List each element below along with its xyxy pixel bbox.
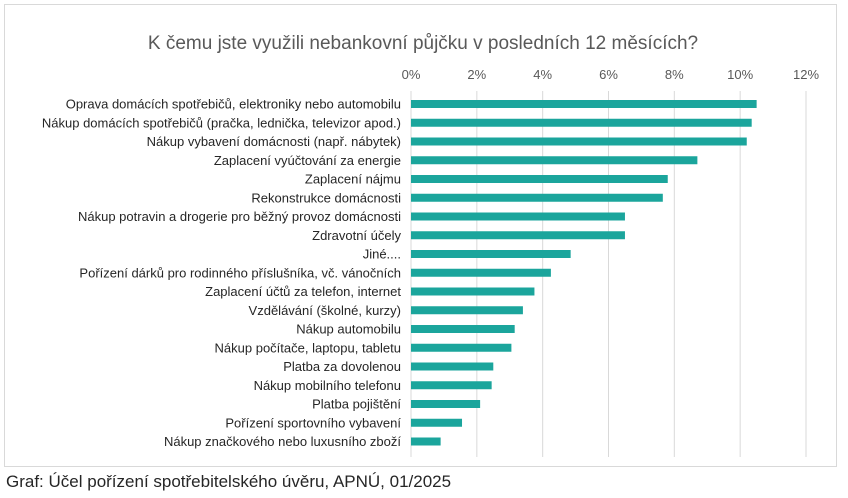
bar [411, 400, 481, 408]
category-label: Zdravotní účely [312, 228, 401, 243]
x-tick-label: 4% [533, 67, 552, 82]
bar [411, 418, 463, 427]
category-label: Vzdělávání (školné, kurzy) [249, 303, 401, 318]
bar [411, 325, 515, 333]
category-label: Nákup značkového nebo luxusního zboží [164, 434, 401, 449]
bar [411, 212, 625, 221]
figure-caption: Graf: Účel pořízení spotřebitelského úvě… [6, 472, 452, 491]
category-label: Zaplacení vyúčtování za energie [214, 153, 401, 168]
bar-chart: K čemu jste využili nebankovní půjčku v … [42, 33, 819, 457]
bar [411, 362, 494, 371]
x-tick-label: 12% [793, 67, 819, 82]
bar [411, 250, 571, 258]
category-label: Platba za dovolenou [283, 359, 401, 374]
bar [411, 268, 551, 277]
category-label: Pořízení dárků pro rodinného příslušníka… [79, 265, 401, 280]
category-label: Zaplacení nájmu [305, 172, 401, 187]
chart-frame: K čemu jste využili nebankovní půjčku v … [4, 4, 837, 467]
category-label: Nákup domácích spotřebičů (pračka, ledni… [42, 115, 401, 130]
category-label: Zaplacení účtů za telefon, internet [205, 284, 401, 299]
chart-title: K čemu jste využili nebankovní půjčku v … [148, 33, 698, 54]
bar [411, 381, 492, 390]
x-tick-label: 8% [665, 67, 684, 82]
category-label: Nákup potravin a drogerie pro běžný prov… [78, 209, 401, 224]
bar [411, 175, 668, 183]
x-tick-label: 0% [402, 67, 421, 82]
bar [411, 231, 625, 240]
bar [411, 287, 535, 296]
bar [411, 118, 752, 127]
category-label: Nákup vybavení domácnosti (např. nábytek… [147, 134, 401, 149]
category-label: Platba pojištění [312, 397, 401, 412]
bar [411, 343, 512, 352]
category-label: Jiné.... [363, 247, 401, 262]
category-label: Pořízení sportovního vybavení [225, 415, 401, 430]
category-label: Oprava domácích spotřebičů, elektroniky … [66, 97, 401, 112]
bar [411, 306, 523, 315]
category-label: Nákup počítače, laptopu, tabletu [215, 340, 401, 355]
x-tick-label: 6% [599, 67, 618, 82]
bar [411, 100, 757, 108]
category-label: Nákup automobilu [296, 322, 401, 337]
bar [411, 137, 747, 146]
category-label: Rekonstrukce domácnosti [251, 190, 401, 205]
x-tick-label: 2% [467, 67, 486, 82]
bar [411, 437, 441, 446]
category-label: Nákup mobilního telefonu [254, 378, 401, 393]
bar [411, 193, 663, 202]
bar [411, 156, 698, 165]
x-tick-label: 10% [727, 67, 753, 82]
